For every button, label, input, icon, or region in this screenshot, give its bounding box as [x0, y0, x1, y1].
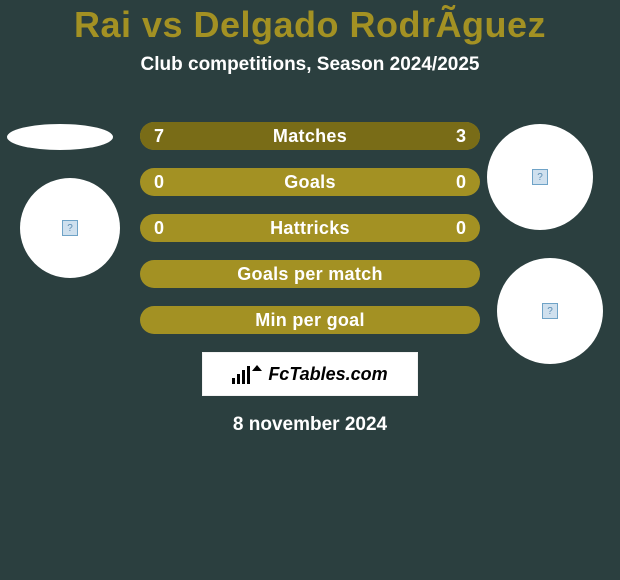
stat-value-right: 0	[456, 214, 466, 242]
logo-box: FcTables.com	[202, 352, 418, 396]
logo-text-fc: FcTables.com	[268, 364, 387, 384]
broken-image-icon: ?	[62, 220, 78, 236]
stat-value-left: 7	[154, 122, 164, 150]
stat-label: Goals	[284, 172, 336, 193]
page-title: Rai vs Delgado RodrÃ­guez	[74, 4, 546, 46]
logo-arrow-icon	[252, 365, 262, 371]
stat-row: Matches 7 3	[140, 122, 480, 150]
avatar-circle: ?	[497, 258, 603, 364]
stat-row: Goals per match	[140, 260, 480, 288]
stat-value-left: 0	[154, 168, 164, 196]
avatar-circle: ?	[487, 124, 593, 230]
stat-value-right: 3	[456, 122, 466, 150]
stat-label: Matches	[273, 126, 347, 147]
stat-label: Min per goal	[255, 310, 365, 331]
logo-text: FcTables.com	[268, 364, 387, 385]
stats-rows: Matches 7 3 Goals 0 0 Hattricks 0 0 Goals per mat…	[140, 122, 480, 334]
page-subtitle: Club competitions, Season 2024/2025	[141, 54, 480, 76]
broken-image-icon: ?	[532, 169, 548, 185]
stat-label: Hattricks	[270, 218, 350, 239]
logo-bars-icon	[232, 364, 250, 384]
stat-row: Goals 0 0	[140, 168, 480, 196]
stat-value-right: 0	[456, 168, 466, 196]
broken-image-icon: ?	[542, 303, 558, 319]
stat-row: Hattricks 0 0	[140, 214, 480, 242]
date-text: 8 november 2024	[233, 414, 387, 436]
decorative-ellipse	[7, 124, 113, 150]
stat-value-left: 0	[154, 214, 164, 242]
stat-label: Goals per match	[237, 264, 383, 285]
stat-row: Min per goal	[140, 306, 480, 334]
avatar-circle: ?	[20, 178, 120, 278]
